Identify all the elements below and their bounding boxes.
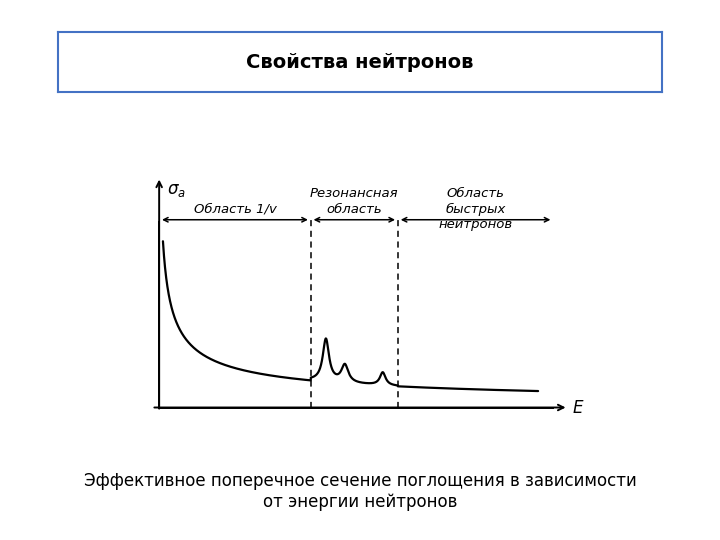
- Text: Свойства нейтронов: Свойства нейтронов: [246, 52, 474, 72]
- Text: Эффективное поперечное сечение поглощения в зависимости
от энергии нейтронов: Эффективное поперечное сечение поглощени…: [84, 472, 636, 511]
- Text: область: область: [326, 203, 382, 216]
- Text: Резонансная: Резонансная: [310, 187, 399, 200]
- Text: $E$: $E$: [572, 399, 585, 416]
- Text: быстрых: быстрых: [446, 202, 505, 216]
- Text: нейтронов: нейтронов: [438, 219, 513, 232]
- Text: $\sigma_a$: $\sigma_a$: [167, 180, 186, 199]
- Text: Область: Область: [446, 187, 505, 200]
- Text: Область 1/v: Область 1/v: [194, 203, 276, 216]
